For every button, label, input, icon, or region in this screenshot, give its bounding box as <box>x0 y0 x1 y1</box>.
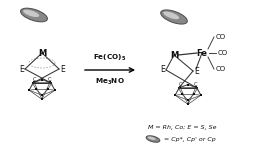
Text: M: M <box>170 51 178 60</box>
Text: C: C <box>194 82 197 87</box>
Text: C: C <box>33 77 36 82</box>
Ellipse shape <box>148 136 156 140</box>
Text: CO: CO <box>216 66 226 72</box>
Ellipse shape <box>146 136 160 142</box>
Text: M: M <box>38 49 46 58</box>
Text: $\mathbf{Me_3NO}$: $\mathbf{Me_3NO}$ <box>95 77 125 87</box>
Ellipse shape <box>163 11 179 19</box>
Text: Fe: Fe <box>197 49 207 58</box>
Ellipse shape <box>23 10 39 17</box>
Text: CO: CO <box>218 50 228 56</box>
Ellipse shape <box>21 8 47 22</box>
Text: M = Rh, Co; E = S, Se: M = Rh, Co; E = S, Se <box>148 124 217 129</box>
Text: CO: CO <box>216 34 226 40</box>
Ellipse shape <box>161 10 187 24</box>
Text: C: C <box>179 82 182 87</box>
Text: E: E <box>194 66 199 75</box>
Text: E: E <box>160 66 165 75</box>
Text: C: C <box>48 77 51 82</box>
Text: E: E <box>19 64 24 73</box>
Text: E: E <box>60 64 65 73</box>
Text: $\mathbf{Fe(CO)_5}$: $\mathbf{Fe(CO)_5}$ <box>93 53 127 63</box>
Text: = Cp*, Cp' or Cp: = Cp*, Cp' or Cp <box>162 137 216 142</box>
